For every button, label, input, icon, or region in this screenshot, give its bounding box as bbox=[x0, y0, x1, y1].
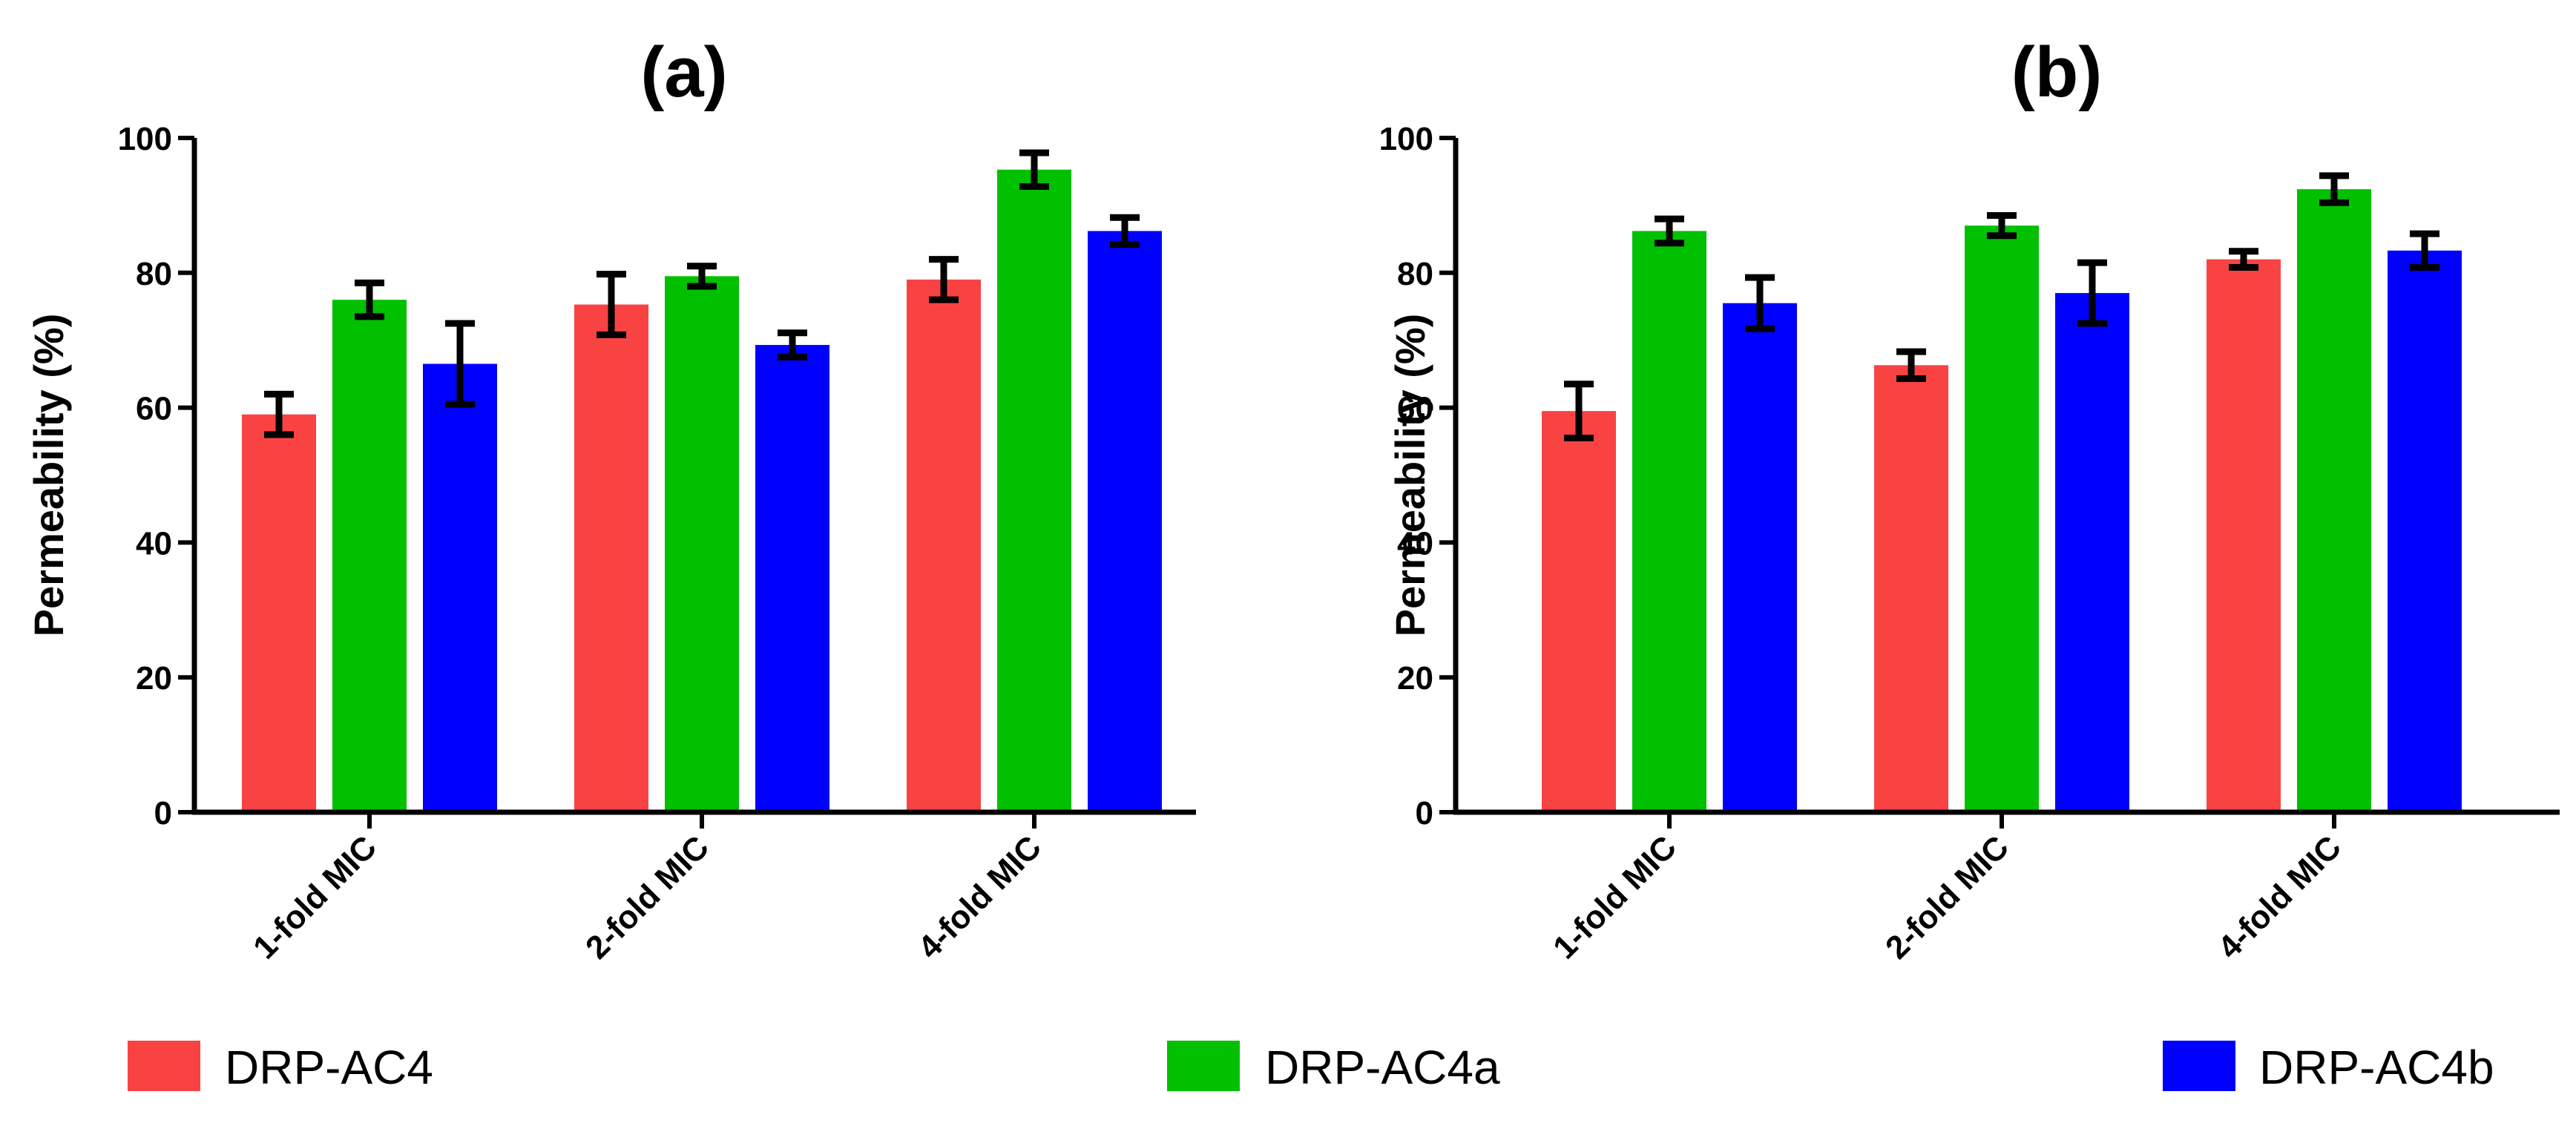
legend-label: DRP-AC4b bbox=[2259, 1041, 2494, 1094]
y-tick-label: 100 bbox=[118, 121, 172, 157]
error-bar bbox=[2229, 248, 2258, 271]
y-tick-label: 0 bbox=[1416, 795, 1433, 831]
error-bar bbox=[2319, 172, 2349, 206]
bar-drp-ac4-1 bbox=[242, 414, 316, 812]
y-axis-title: Permeability (%) bbox=[25, 314, 72, 637]
category-label: 4-fold MIC bbox=[2211, 829, 2348, 966]
panel-a-chart: (a) Permeability (%) 0 20 40 60 80 100 1-fold MI… bbox=[25, 33, 1196, 966]
bar-drp-ac4a-3 bbox=[997, 169, 1071, 812]
chart-title: (b) bbox=[2011, 33, 2103, 112]
error-bar bbox=[929, 256, 959, 303]
error-bar bbox=[1110, 214, 1140, 248]
bar-drp-ac4a-3 bbox=[2297, 189, 2371, 813]
error-bar bbox=[1655, 215, 1684, 247]
error-bar bbox=[778, 329, 807, 360]
error-bar bbox=[1564, 381, 1594, 442]
y-axis-title: Permeability (%) bbox=[1387, 314, 1433, 637]
chart-title: (a) bbox=[640, 33, 727, 112]
y-tick-label: 0 bbox=[154, 795, 172, 831]
category-label: 2-fold MIC bbox=[1879, 829, 2016, 966]
error-bar bbox=[1987, 212, 2017, 240]
y-tick-label: 20 bbox=[136, 660, 172, 696]
bar-drp-ac4a-2 bbox=[1965, 225, 2039, 812]
y-tick-label: 80 bbox=[1397, 256, 1433, 292]
error-bar bbox=[1896, 348, 1926, 383]
y-tick-label: 60 bbox=[1397, 391, 1433, 427]
bar-drp-ac4b-1 bbox=[423, 363, 497, 812]
y-tick-label: 60 bbox=[136, 391, 172, 427]
error-bar bbox=[355, 279, 384, 320]
bar-drp-ac4a-1 bbox=[1632, 231, 1706, 812]
bar-drp-ac4a-1 bbox=[332, 300, 407, 812]
legend: DRP-AC4 DRP-AC4a DRP-AC4b bbox=[128, 1041, 2494, 1094]
error-bar bbox=[1745, 274, 1775, 332]
panel-b-chart: (b) Permeability (%) 0 20 40 60 80 100 1-fold MI… bbox=[1379, 33, 2560, 966]
legend-swatch-drp-ac4b bbox=[2163, 1041, 2235, 1091]
y-tick-label: 100 bbox=[1379, 121, 1433, 157]
bar-drp-ac4-2 bbox=[574, 304, 648, 812]
legend-label: DRP-AC4 bbox=[225, 1041, 433, 1094]
error-bar bbox=[2077, 259, 2107, 327]
error-bar bbox=[1019, 149, 1049, 190]
legend-swatch-drp-ac4 bbox=[128, 1041, 200, 1091]
bar-drp-ac4-3 bbox=[907, 279, 981, 812]
bar-drp-ac4a-2 bbox=[665, 276, 739, 813]
y-tick-label: 40 bbox=[136, 525, 172, 562]
error-bar bbox=[687, 263, 717, 290]
bar-drp-ac4b-3 bbox=[1088, 231, 1162, 812]
bar-drp-ac4b-3 bbox=[2388, 250, 2462, 813]
bar-drp-ac4-3 bbox=[2207, 259, 2281, 812]
legend-label: DRP-AC4a bbox=[1265, 1041, 1500, 1094]
category-label: 1-fold MIC bbox=[246, 829, 384, 966]
y-tick-label: 40 bbox=[1397, 525, 1433, 562]
bar-drp-ac4-1 bbox=[1542, 411, 1616, 812]
y-tick-label: 20 bbox=[1397, 660, 1433, 696]
bar-drp-ac4b-2 bbox=[755, 345, 829, 812]
category-label: 4-fold MIC bbox=[911, 829, 1048, 966]
legend-swatch-drp-ac4a bbox=[1167, 1041, 1240, 1091]
bar-drp-ac4b-2 bbox=[2055, 293, 2129, 812]
error-bar bbox=[264, 390, 294, 438]
category-label: 2-fold MIC bbox=[579, 829, 716, 966]
error-bar bbox=[2410, 230, 2439, 271]
error-bar bbox=[597, 271, 626, 338]
category-label: 1-fold MIC bbox=[1546, 829, 1683, 966]
bar-drp-ac4-2 bbox=[1874, 365, 1948, 812]
bar-drp-ac4b-1 bbox=[1723, 303, 1797, 813]
y-tick-label: 80 bbox=[136, 256, 172, 292]
error-bar bbox=[445, 320, 475, 408]
